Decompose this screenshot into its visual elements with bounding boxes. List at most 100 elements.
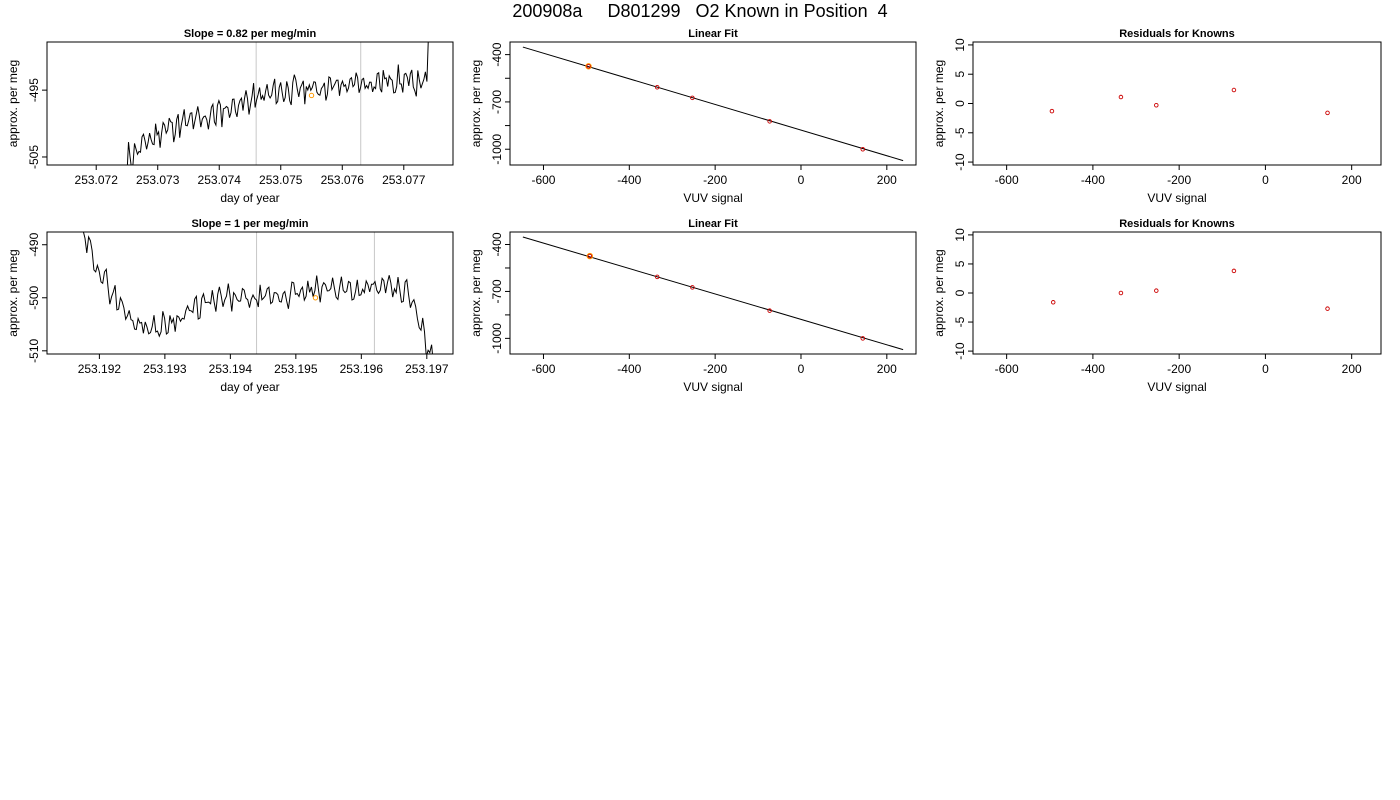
x-tick-label: -400 xyxy=(1081,362,1105,376)
plot-area xyxy=(126,42,429,165)
data-point xyxy=(860,336,866,341)
data-point xyxy=(1050,300,1056,305)
data-point xyxy=(586,64,591,69)
plot-frame xyxy=(509,41,917,166)
y-tick-label: -10 xyxy=(953,153,967,171)
y-tick-label: 10 xyxy=(953,228,967,242)
data-point xyxy=(587,253,593,259)
x-tick-label: 253.073 xyxy=(136,173,180,187)
x-axis-label: VUV signal xyxy=(683,191,742,205)
x-tick-label: 253.197 xyxy=(405,362,449,376)
y-tick-label: -700 xyxy=(490,90,504,114)
y-tick-label: -490 xyxy=(27,232,41,256)
x-tick-label: 253.193 xyxy=(143,362,187,376)
plot-frame xyxy=(972,41,1382,166)
x-tick-label: -600 xyxy=(995,362,1019,376)
y-tick-label: 5 xyxy=(953,71,967,78)
data-point xyxy=(690,285,695,290)
plot-area xyxy=(522,46,904,162)
plot-frame xyxy=(46,41,454,166)
x-tick-label: 200 xyxy=(1342,173,1362,187)
y-tick-label: -1000 xyxy=(490,323,504,354)
x-tick-label: 253.072 xyxy=(75,173,119,187)
y-axis-label: approx. per meg xyxy=(469,60,483,147)
panel-trace2: Slope = 1 per meg/min 253.192 253.193 253.1… xyxy=(6,218,454,394)
x-tick-label: 253.074 xyxy=(198,173,242,187)
x-axis-label: VUV signal xyxy=(1147,191,1206,205)
plot-frame xyxy=(509,231,917,355)
panel-title: Residuals for Knowns xyxy=(1119,218,1235,230)
x-axis-label: day of year xyxy=(220,380,279,394)
data-trace xyxy=(82,232,433,354)
y-tick-label: -500 xyxy=(27,285,41,309)
data-point xyxy=(1231,268,1237,274)
y-tick-label: 10 xyxy=(953,38,967,52)
y-tick-label: -5 xyxy=(953,316,967,327)
y-tick-label: -700 xyxy=(490,279,504,303)
y-axis-label: approx. per meg xyxy=(6,60,20,147)
x-tick-label: 0 xyxy=(1262,173,1269,187)
data-point-highlight xyxy=(312,295,319,301)
page-title: 200908a D801299 O2 Known in Position 4 xyxy=(512,1,888,21)
plot-frame xyxy=(972,231,1382,355)
data-point xyxy=(654,85,660,90)
data-point xyxy=(1325,110,1330,116)
data-point-highlight xyxy=(308,92,315,99)
panel-title: Residuals for Knowns xyxy=(1119,28,1235,40)
y-tick-label: -5 xyxy=(953,127,967,138)
x-tick-label: -600 xyxy=(531,173,555,187)
data-point xyxy=(1118,94,1124,100)
data-point-highlight xyxy=(585,63,592,70)
panel-fit2: Linear Fit -600 -400 -200 0 200 -1000 -700 -400 V… xyxy=(469,218,917,394)
x-tick-label: -600 xyxy=(531,362,555,376)
data-point xyxy=(690,95,695,101)
x-tick-label: -400 xyxy=(1081,173,1105,187)
x-tick-label: 200 xyxy=(877,362,897,376)
x-tick-label: 253.077 xyxy=(382,173,426,187)
y-tick-label: -495 xyxy=(27,78,41,102)
plot-area xyxy=(82,232,433,354)
data-point-highlight xyxy=(586,252,594,260)
panel-resid2: Residuals for Knowns -600 -400 -200 0 200 -10 -… xyxy=(932,218,1382,394)
panel-title: Linear Fit xyxy=(688,218,738,230)
data-point xyxy=(1049,108,1055,114)
y-tick-label: 5 xyxy=(953,260,967,267)
x-tick-label: 253.195 xyxy=(274,362,318,376)
x-tick-label: 200 xyxy=(1342,362,1362,376)
panel-trace1: Slope = 0.82 per meg/min 253.072 253.073 25… xyxy=(6,28,454,205)
y-tick-label: -10 xyxy=(953,342,967,360)
plot-area xyxy=(1050,268,1330,311)
x-tick-label: 0 xyxy=(1262,362,1269,376)
x-axis-label: VUV signal xyxy=(1147,380,1206,394)
panel-resid1: Residuals for Knowns -600 -400 -200 0 200 -10 -… xyxy=(932,28,1382,205)
data-point xyxy=(1231,87,1237,93)
fit-line xyxy=(522,46,904,162)
data-point xyxy=(1118,290,1124,296)
data-point xyxy=(1154,103,1159,108)
x-tick-label: -200 xyxy=(1167,362,1191,376)
data-point xyxy=(1154,288,1159,293)
panel-title: Slope = 1 per meg/min xyxy=(191,218,308,230)
panel-title: Linear Fit xyxy=(688,28,738,40)
y-axis-label: approx. per meg xyxy=(469,249,483,336)
x-tick-label: 0 xyxy=(798,173,805,187)
x-tick-label: 0 xyxy=(798,362,805,376)
y-tick-label: -1000 xyxy=(490,134,504,165)
x-axis-label: VUV signal xyxy=(683,380,742,394)
x-tick-label: -600 xyxy=(995,173,1019,187)
data-point xyxy=(654,274,660,280)
y-tick-label: 0 xyxy=(953,289,967,296)
y-axis-label: approx. per meg xyxy=(932,60,946,147)
data-point xyxy=(767,119,772,124)
data-point xyxy=(860,146,866,152)
plot-area xyxy=(522,236,904,351)
data-trace xyxy=(126,42,429,165)
y-tick-label: -510 xyxy=(27,338,41,362)
y-tick-label: 0 xyxy=(953,100,967,107)
y-tick-label: -400 xyxy=(490,232,504,256)
x-tick-label: -200 xyxy=(703,173,727,187)
panel-fit1: Linear Fit -600 -400 -200 0 200 -1000 -700 -400 V… xyxy=(469,28,917,205)
x-tick-label: 200 xyxy=(877,173,897,187)
y-tick-label: -400 xyxy=(490,42,504,66)
